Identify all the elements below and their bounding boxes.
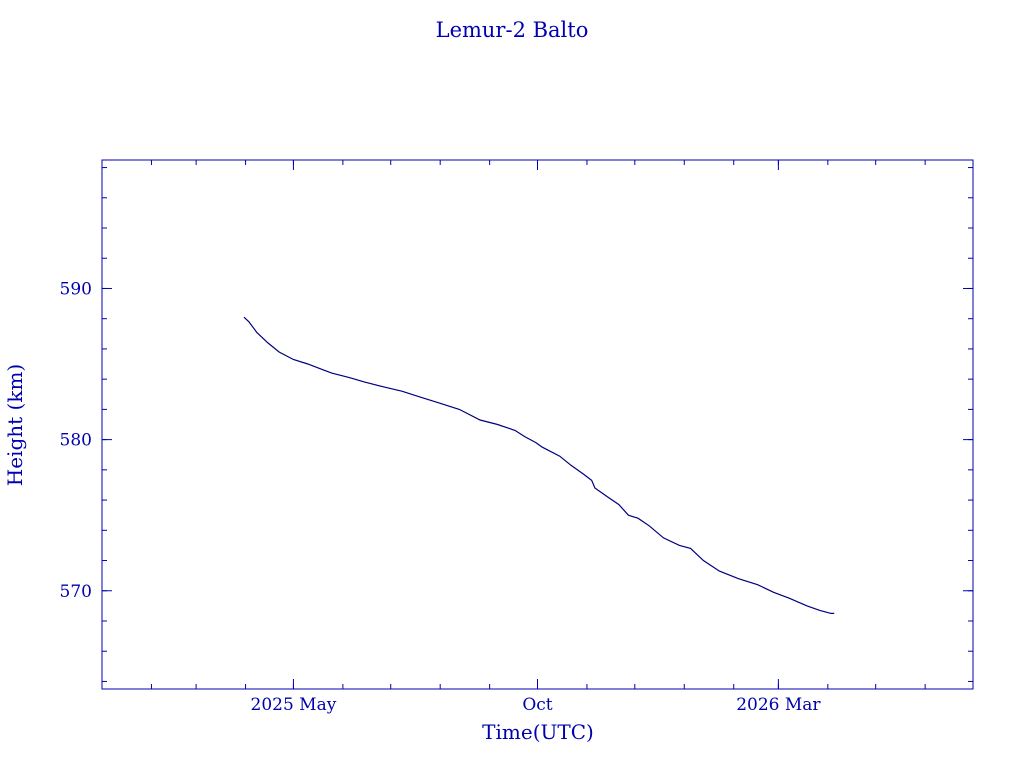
y-axis-title: Height (km) [3,364,27,486]
x-tick-label: 2026 Mar [736,695,821,715]
x-axis-title: Time(UTC) [482,720,594,744]
plot-frame [101,159,974,690]
chart-title: Lemur-2 Balto [436,18,589,42]
y-tick-label: 570 [60,582,92,602]
x-tick-label: Oct [522,695,552,715]
height-series-line [243,316,835,614]
y-tick-label: 580 [60,431,92,451]
y-tick-label: 590 [60,279,92,299]
x-tick-label: 2025 May [251,695,337,715]
axis-ticks [102,160,973,689]
tick-labels: 2025 May Oct 2026 Mar 570 580 590 [60,279,822,715]
